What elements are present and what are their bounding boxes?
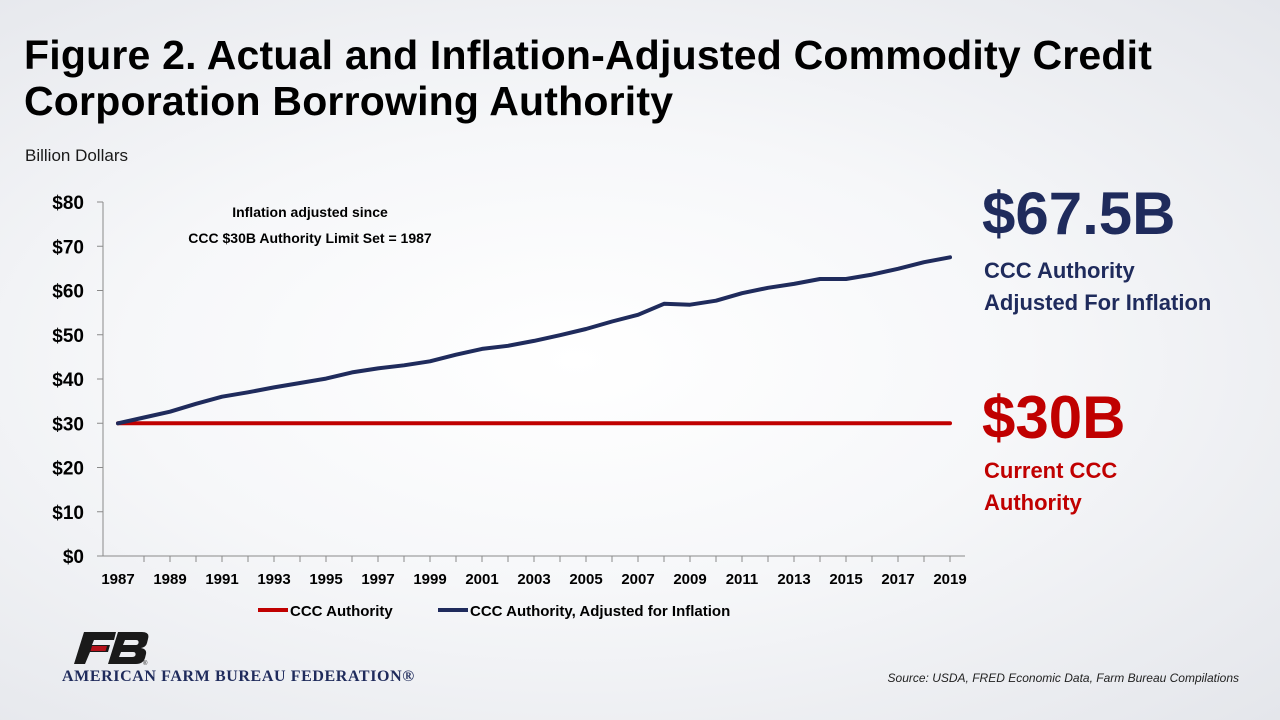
adjusted-label-line-1: CCC Authority	[984, 258, 1135, 283]
x-tick-label: 2001	[465, 571, 498, 588]
x-tick-label: 2003	[517, 571, 550, 588]
y-tick-label: $70	[52, 237, 84, 258]
current-label-line-1: Current CCC	[984, 458, 1118, 483]
source-note: Source: USDA, FRED Economic Data, Farm B…	[887, 671, 1239, 685]
chart-lines	[116, 255, 952, 426]
current-label-line-2: Authority	[984, 490, 1082, 515]
current-value-callout: $30B	[982, 384, 1126, 451]
x-tick-label: 2007	[621, 571, 654, 588]
y-tick-label: $60	[52, 282, 84, 303]
x-tick-label: 1989	[153, 571, 186, 588]
adjusted-label-line-2: Adjusted For Inflation	[984, 290, 1212, 315]
y-tick-label: $20	[52, 459, 84, 480]
line-chart: $0 $10 $20 $30 $40 $50 $60 $70 $80 1987 1989 1991 19…	[52, 193, 966, 620]
afbf-logo: ® AMERICAN FARM BUREAU FEDERATION®	[62, 630, 462, 690]
y-tick-label: $30	[52, 414, 84, 435]
adjusted-value-callout: $67.5B	[982, 180, 1176, 247]
chart-axes: $0 $10 $20 $30 $40 $50 $60 $70 $80 1987 1989 1991 19…	[52, 193, 966, 588]
x-tick-label: 1995	[309, 571, 342, 588]
legend-label: CCC Authority	[290, 603, 393, 620]
org-name: AMERICAN FARM BUREAU FEDERATION®	[62, 668, 415, 685]
series-line-ccc-authority-adjusted	[116, 255, 952, 426]
x-tick-label: 2013	[777, 571, 810, 588]
x-tick-label: 1993	[257, 571, 290, 588]
x-tick-label: 2019	[933, 571, 966, 588]
x-tick-label: 2017	[881, 571, 914, 588]
y-tick-label: $0	[63, 547, 84, 568]
x-tick-label: 1987	[101, 571, 134, 588]
units-label: Billion Dollars	[25, 146, 128, 165]
x-tick-label: 1999	[413, 571, 446, 588]
x-tick-label: 2005	[569, 571, 602, 588]
y-tick-label: $50	[52, 326, 84, 347]
x-tick-label: 1997	[361, 571, 394, 588]
x-tick-label: 2009	[673, 571, 706, 588]
legend-label: CCC Authority, Adjusted for Inflation	[470, 603, 730, 620]
annotation-line-2: CCC $30B Authority Limit Set = 1987	[188, 230, 432, 246]
farm-bureau-logo-mark: ®	[74, 632, 149, 666]
chart-title: Figure 2. Actual and Inflation-Adjusted …	[24, 32, 1153, 124]
y-tick-label: $80	[52, 193, 84, 214]
chart-legend: CCC Authority CCC Authority, Adjusted for…	[258, 603, 730, 620]
y-tick-label: $40	[52, 370, 84, 391]
x-tick-label: 1991	[205, 571, 238, 588]
x-tick-label: 2015	[829, 571, 862, 588]
y-tick-label: $10	[52, 503, 84, 524]
annotation-line-1: Inflation adjusted since	[232, 204, 388, 220]
svg-text:®: ®	[143, 660, 148, 666]
x-tick-label: 2011	[726, 571, 759, 588]
